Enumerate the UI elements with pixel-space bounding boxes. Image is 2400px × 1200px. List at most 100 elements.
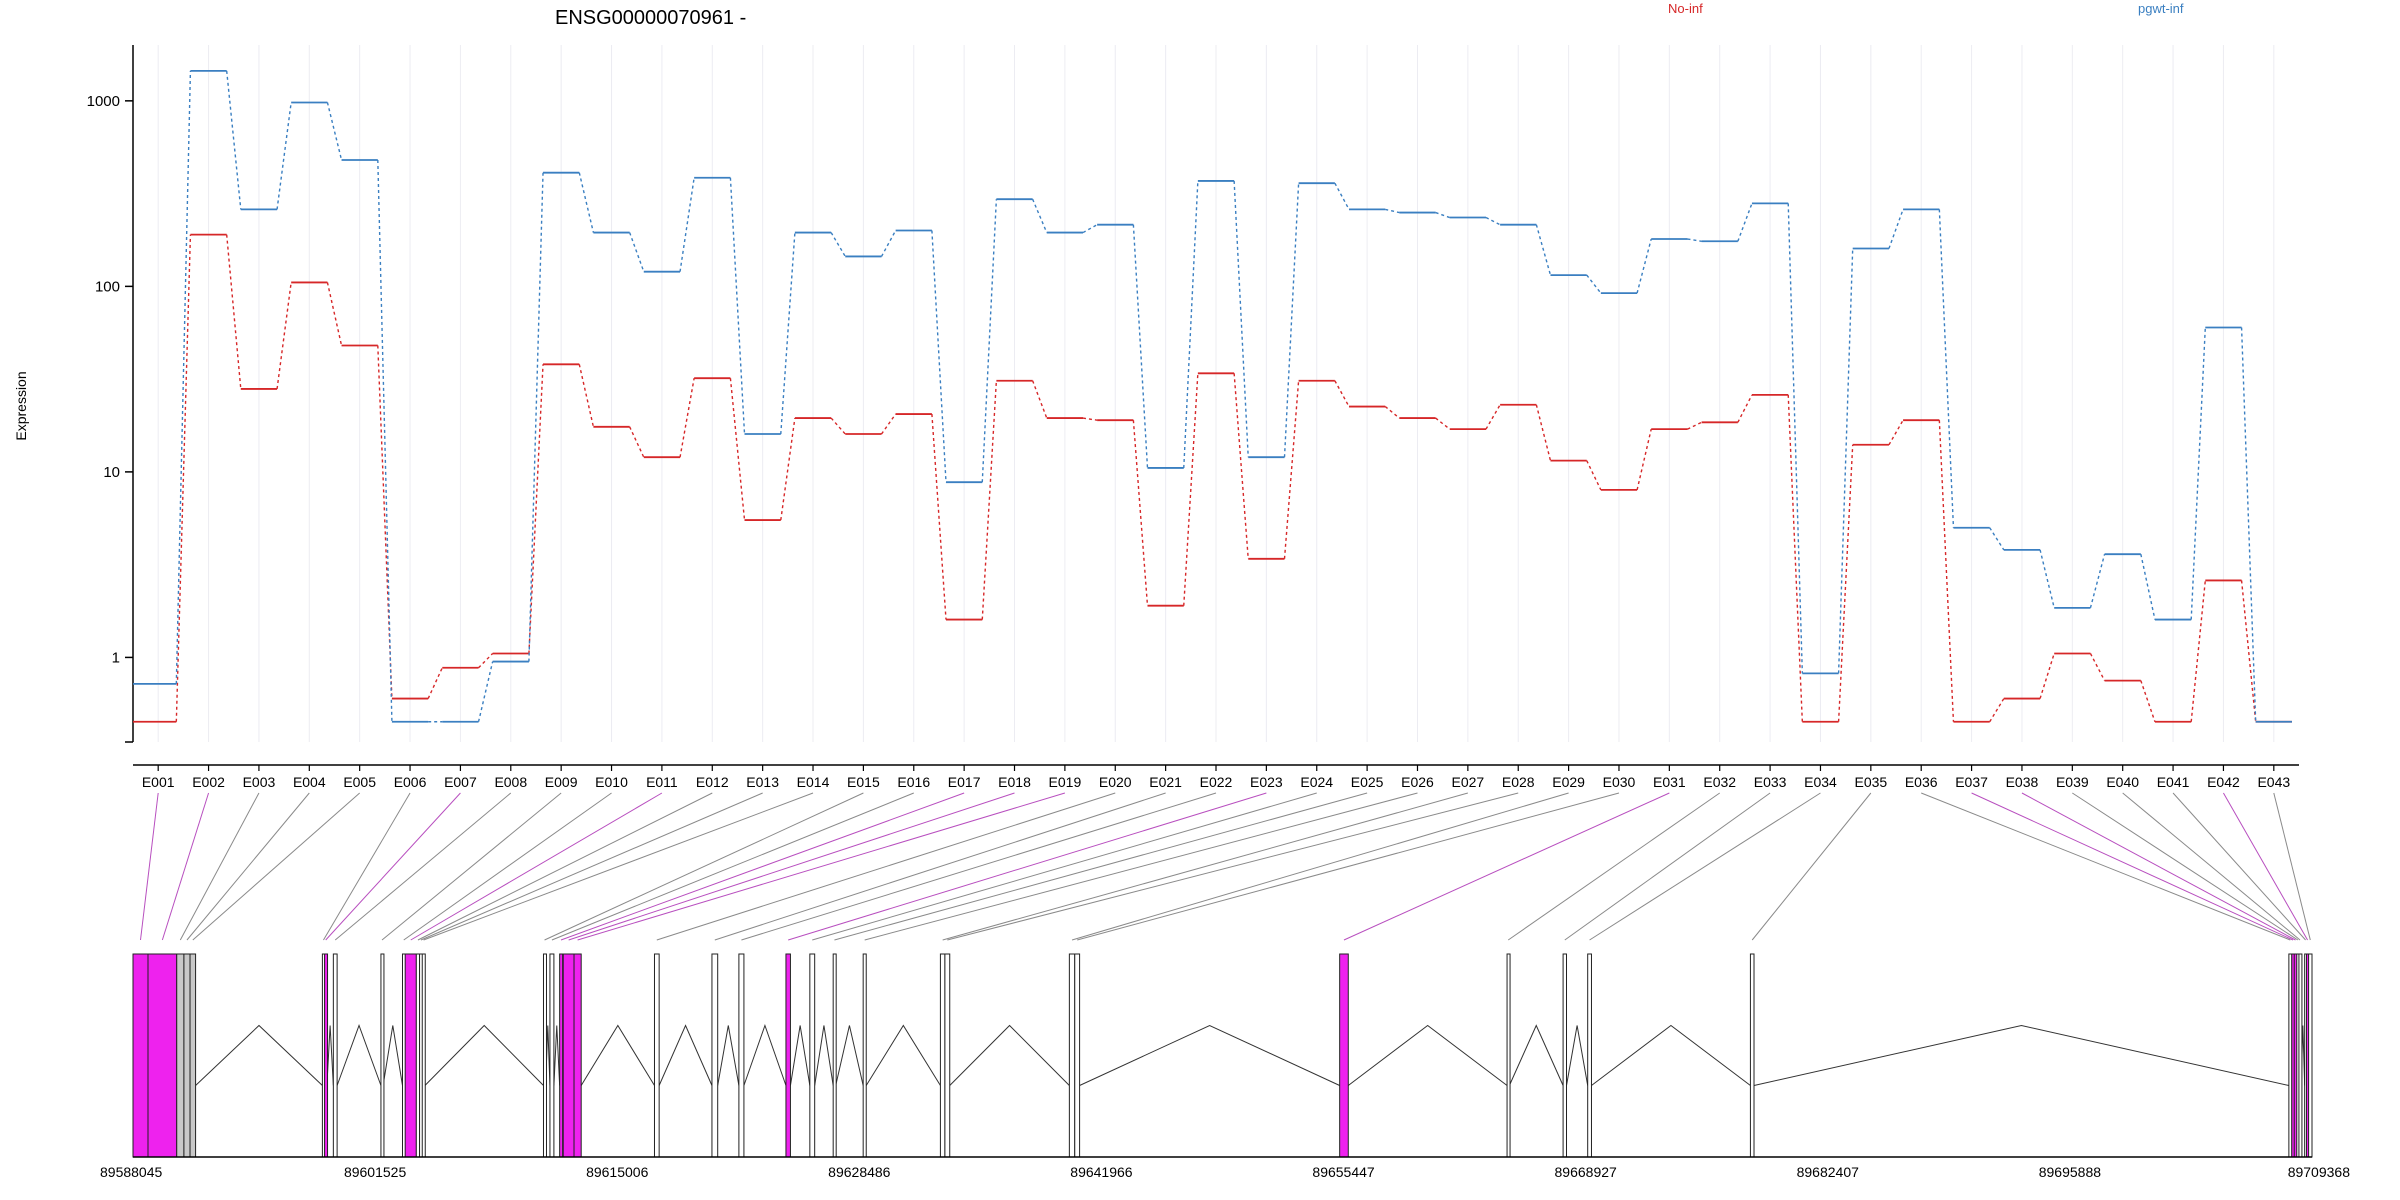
series-transition (1032, 198, 1048, 233)
exon-connector (1921, 792, 2291, 941)
x-tick-label: E036 (1905, 774, 1938, 790)
series-transition (2240, 327, 2257, 722)
x-tick-label: E030 (1603, 774, 1636, 790)
x-tick-label: E015 (847, 774, 880, 790)
x-tick-label: E029 (1552, 774, 1585, 790)
exon-connector (1564, 792, 1771, 941)
series-transition (2039, 653, 2055, 699)
intron-line (424, 1024, 544, 1086)
exon-block (1749, 953, 1755, 1158)
x-tick-label: E042 (2207, 774, 2240, 790)
exon-connector (323, 792, 411, 941)
series-transition (931, 230, 947, 483)
exon-connector (1751, 792, 1872, 941)
x-tick-label: E038 (2006, 774, 2039, 790)
exon-block (862, 953, 867, 1158)
series-transition (528, 364, 544, 654)
series-transition (1132, 224, 1149, 469)
genomic-tick-label: 89601525 (344, 1164, 407, 1180)
exon-connector (864, 792, 1418, 941)
series-transition (1737, 203, 1753, 242)
exon-connector (1971, 792, 2294, 941)
exon-block (1587, 953, 1592, 1158)
genomic-tick-label: 89682407 (1797, 1164, 1860, 1180)
exon-block (809, 953, 816, 1158)
legend-no-inf: No-inf (1668, 1, 1703, 16)
series-transition (780, 417, 796, 521)
x-tick-label: E017 (948, 774, 981, 790)
exon-connector (420, 792, 763, 941)
exon-connector (1343, 792, 1670, 941)
series-transition (427, 667, 443, 699)
series-transition (1082, 224, 1098, 234)
x-tick-label: E022 (1200, 774, 1233, 790)
x-tick-label: E014 (797, 774, 830, 790)
exon-block (573, 953, 582, 1158)
series-transition (1485, 404, 1501, 430)
series-transition (377, 345, 393, 699)
series-transition (629, 426, 645, 458)
genomic-tick-label: 89695888 (2039, 1164, 2102, 1180)
genomic-tick-label: 89709368 (2288, 1164, 2351, 1180)
exon-connector (403, 792, 612, 941)
x-tick-label: E010 (595, 774, 628, 790)
grid-lines (157, 45, 2275, 742)
series-transition (1183, 180, 1199, 468)
intron-line (1591, 1024, 1751, 1086)
exon-connector (1077, 792, 1620, 941)
series-transition (2240, 580, 2257, 722)
y-tick-label: 10 (103, 464, 120, 481)
series-transition (276, 282, 292, 390)
exon-block (559, 953, 564, 1158)
x-tick-label: E028 (1502, 774, 1535, 790)
exon-connector (577, 792, 1066, 941)
intron-line (553, 1025, 561, 1086)
exon-connector (568, 792, 1015, 941)
exon-connector (2122, 792, 2301, 941)
intron-line (865, 1024, 941, 1086)
legend-pgwt-inf: pgwt-inf (2138, 1, 2184, 16)
exon-block (2298, 953, 2303, 1158)
x-tick-label: E012 (696, 774, 729, 790)
intron-line (949, 1024, 1070, 1086)
exon-block (1068, 953, 1076, 1158)
x-tick-label: E041 (2157, 774, 2190, 790)
genomic-tick-label: 89588045 (100, 1164, 163, 1180)
exon-connector (1507, 792, 1721, 941)
x-tick-label: E043 (2257, 774, 2290, 790)
series-transition (1888, 209, 1904, 249)
series-transition (1586, 460, 1602, 491)
x-tick-label: E027 (1452, 774, 1485, 790)
x-tick-label: E016 (897, 774, 930, 790)
intron-line (382, 1025, 403, 1086)
genomic-axis: 89588045 89601525 89615006 89628486 89641966… (100, 1156, 2351, 1180)
x-tick-label: E040 (2106, 774, 2139, 790)
exon-connector (2273, 792, 2311, 941)
x-tick-label: E026 (1401, 774, 1434, 790)
series-transition (2089, 653, 2106, 681)
exon-block (944, 953, 951, 1158)
intron-line (814, 1025, 834, 1086)
exon-connector (410, 792, 663, 941)
exon-block (404, 953, 417, 1158)
exon-connector (381, 792, 562, 941)
x-tick-label: E034 (1804, 774, 1837, 790)
series-transition (1233, 180, 1249, 458)
series-transition (2039, 549, 2055, 609)
exon-connector (161, 792, 210, 941)
exon-block (562, 953, 575, 1158)
x-tick-label: E006 (394, 774, 427, 790)
intron-line (658, 1024, 713, 1086)
exon-block (380, 953, 385, 1158)
exon-block (421, 953, 426, 1158)
series-transition (1787, 203, 1804, 674)
exon-block (176, 953, 185, 1158)
exon-block (147, 953, 178, 1158)
exon-connector (812, 792, 1317, 941)
x-tick-label: E013 (746, 774, 779, 790)
exon-connector (942, 792, 1468, 941)
series-transition (478, 652, 494, 669)
x-tick-label: E035 (1854, 774, 1887, 790)
series-transition (1787, 394, 1804, 722)
intron-line (717, 1025, 740, 1086)
